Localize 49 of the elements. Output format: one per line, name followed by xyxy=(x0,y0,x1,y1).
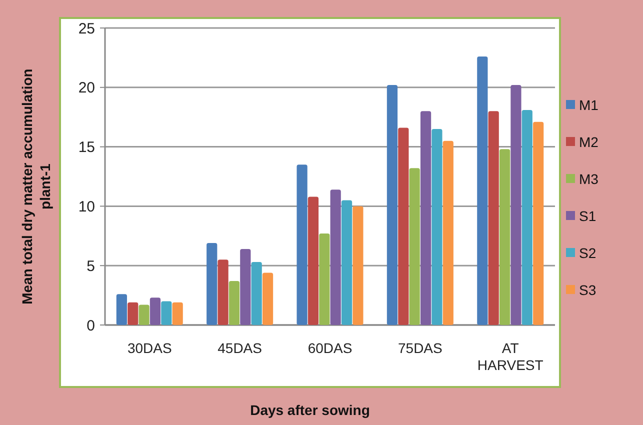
legend-label: M2 xyxy=(579,134,599,150)
bar xyxy=(398,128,409,325)
bar xyxy=(330,190,341,325)
bar xyxy=(206,243,218,325)
x-axis-title: Days after sowing xyxy=(250,402,370,418)
bar xyxy=(442,140,454,325)
bar xyxy=(386,85,398,325)
bar xyxy=(161,301,172,325)
bar xyxy=(296,164,308,325)
x-tick-label: 60DAS xyxy=(308,340,352,356)
y-tick-label: 15 xyxy=(78,139,95,156)
bar xyxy=(172,302,183,325)
legend-label: S3 xyxy=(579,282,596,298)
y-tick-label: 20 xyxy=(78,80,95,97)
bar xyxy=(477,56,488,325)
x-tick-label: AT HARVEST xyxy=(477,340,544,373)
y-tick-label: 5 xyxy=(86,258,95,275)
bar xyxy=(420,111,432,325)
y-tick-label: 10 xyxy=(78,198,95,216)
bar xyxy=(150,298,161,325)
bar xyxy=(240,248,251,325)
bar xyxy=(319,234,330,325)
x-tick-label: 75DAS xyxy=(398,340,442,356)
bar xyxy=(488,111,499,325)
legend-label: M3 xyxy=(579,170,599,187)
bar xyxy=(499,149,510,325)
bar xyxy=(432,128,442,325)
bar xyxy=(228,281,240,325)
bar xyxy=(522,110,532,325)
bar xyxy=(251,262,262,325)
bar xyxy=(116,294,127,325)
bar xyxy=(308,196,319,325)
x-tick-label: 45DAS xyxy=(218,340,262,356)
bar xyxy=(138,304,150,325)
y-tick-label: 0 xyxy=(86,317,95,334)
bar xyxy=(409,168,420,325)
legend-label: M1 xyxy=(579,96,599,113)
legend-label: S1 xyxy=(579,208,596,224)
x-tick-label: 30DAS xyxy=(127,340,172,356)
y-axis-title: Mean total dry matter accumulation plant-1 xyxy=(19,68,53,304)
bar xyxy=(352,206,364,325)
bar xyxy=(533,122,544,325)
legend-label: S2 xyxy=(579,244,596,261)
bar xyxy=(128,302,138,325)
y-tick-label: 25 xyxy=(78,20,95,38)
bar xyxy=(341,200,352,325)
bar xyxy=(510,85,522,325)
bar xyxy=(218,260,228,325)
bar xyxy=(262,272,274,325)
